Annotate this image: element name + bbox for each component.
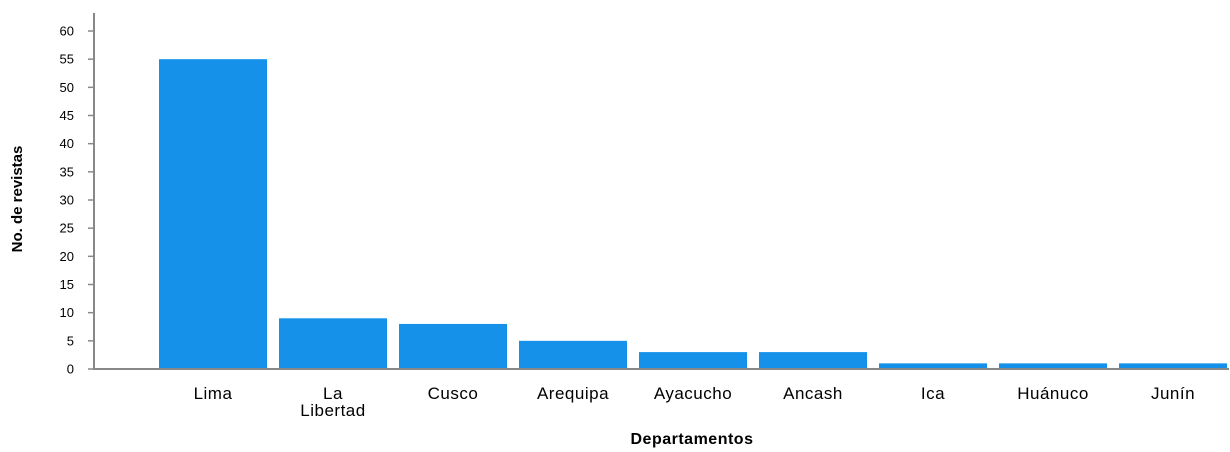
x-tick-label: La Libertad — [300, 384, 365, 420]
bar-ancash — [759, 352, 867, 369]
x-tick-labels: Lima La Libertad Cusco Arequipa Ayacucho Ancas… — [194, 384, 1195, 420]
bar-huánuco — [999, 363, 1107, 369]
y-tick-label: 30 — [60, 193, 74, 208]
y-tick-label: 60 — [60, 24, 74, 39]
bar-cusco — [399, 323, 507, 369]
x-axis-title: Departamentos — [631, 431, 754, 448]
y-tick-label: 5 — [67, 333, 74, 348]
x-tick-label: Ayacucho — [654, 384, 732, 403]
x-tick-label: Ica — [921, 384, 945, 403]
y-tick-label: 55 — [60, 52, 74, 67]
bar-la-libertad — [279, 318, 387, 369]
y-tick-label: 10 — [60, 305, 74, 320]
bars — [159, 59, 1227, 370]
y-tick-label: 25 — [60, 221, 74, 236]
y-axis: 0 5 10 15 20 25 30 35 40 45 50 55 60 — [60, 13, 95, 377]
y-tick-label: 0 — [67, 362, 74, 377]
x-tick-label: Lima — [194, 384, 233, 403]
y-axis-title: No. de revistas — [9, 146, 26, 253]
y-tick-label: 40 — [60, 136, 74, 151]
x-tick-label: Cusco — [428, 384, 479, 403]
x-tick-label: Huánuco — [1017, 384, 1089, 403]
x-tick-label: Arequipa — [537, 384, 609, 403]
x-tick-label: Junín — [1151, 384, 1195, 403]
x-tick-label: Ancash — [783, 384, 843, 403]
bar-ica — [879, 363, 987, 369]
bar-lima — [159, 59, 267, 370]
bar-arequipa — [519, 340, 627, 369]
y-tick-label: 50 — [60, 80, 74, 95]
y-tick-label: 45 — [60, 108, 74, 123]
y-tick-label: 15 — [60, 277, 74, 292]
bar-junín — [1119, 363, 1227, 369]
bar-ayacucho — [639, 352, 747, 369]
y-tick-label: 35 — [60, 164, 74, 179]
y-tick-label: 20 — [60, 249, 74, 264]
